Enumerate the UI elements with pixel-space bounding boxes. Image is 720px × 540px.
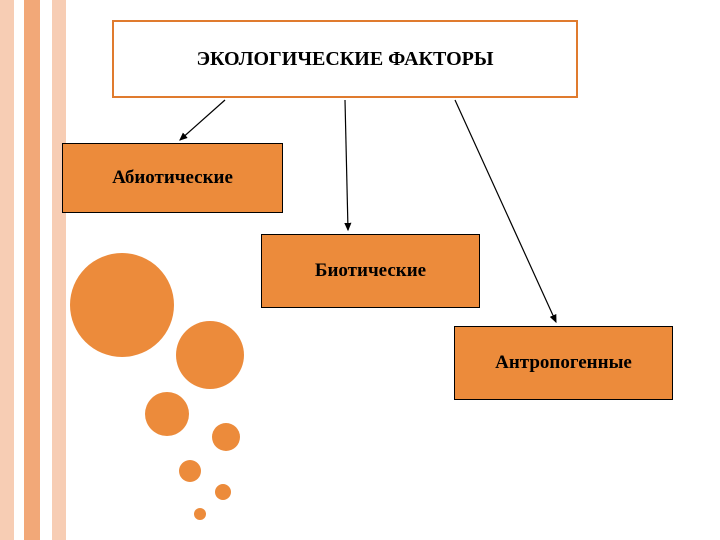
decor-circle <box>145 392 189 436</box>
decor-circle <box>194 508 206 520</box>
title-text: ЭКОЛОГИЧЕСКИЕ ФАКТОРЫ <box>196 48 493 71</box>
decor-circle <box>179 460 201 482</box>
node-label: Абиотические <box>112 167 233 189</box>
arrow <box>345 100 348 230</box>
decor-circle <box>176 321 244 389</box>
node-label: Антропогенные <box>495 352 632 374</box>
node-abiotic: Абиотические <box>62 143 283 213</box>
arrow <box>180 100 225 140</box>
decor-circle <box>215 484 231 500</box>
title-box: ЭКОЛОГИЧЕСКИЕ ФАКТОРЫ <box>112 20 578 98</box>
node-biotic: Биотические <box>261 234 480 308</box>
bg-stripe <box>14 0 24 540</box>
bg-stripe <box>40 0 52 540</box>
bg-stripe <box>0 0 14 540</box>
bg-stripe <box>24 0 40 540</box>
node-anthro: Антропогенные <box>454 326 673 400</box>
decor-circle <box>70 253 174 357</box>
bg-stripe <box>52 0 66 540</box>
decor-circle <box>212 423 240 451</box>
node-label: Биотические <box>315 260 426 282</box>
